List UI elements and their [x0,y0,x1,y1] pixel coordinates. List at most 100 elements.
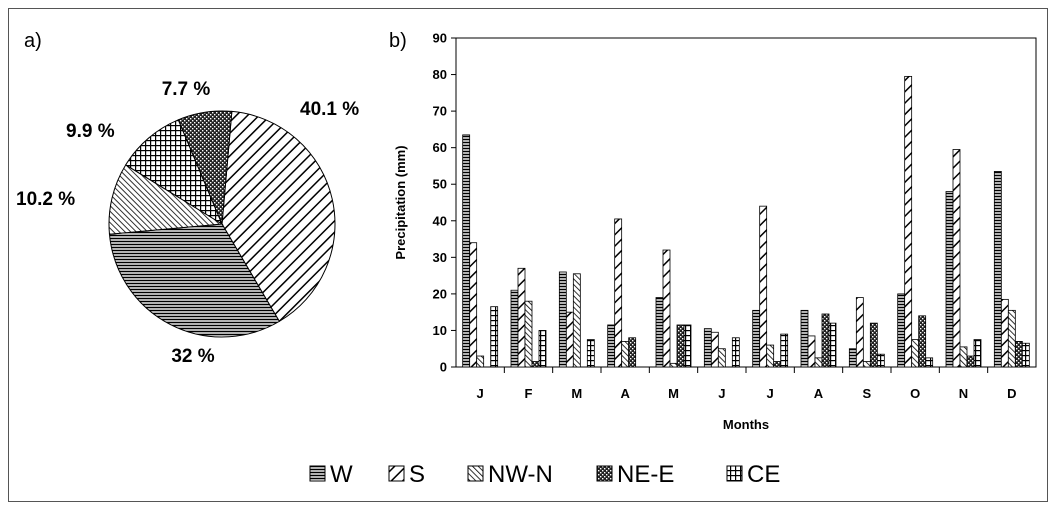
bar-w [993,171,1002,368]
legend-swatch-ne-e [596,465,613,482]
bar-nw-n [1007,309,1016,368]
bar-ne-e [869,322,878,368]
y-tick-label: 50 [433,177,447,192]
bar-s [565,311,574,368]
bar-s [614,218,623,368]
bar-ce [538,330,547,368]
bar-s [855,297,864,368]
bar-nw-n [814,357,823,368]
y-tick-label: 70 [433,104,447,119]
bar-w [607,324,616,368]
bar-ne-e [918,315,927,368]
bar-w [655,297,664,368]
legend-swatch-ce [726,465,743,482]
pie-slice-nw-n [108,164,224,235]
legend-swatch-w [309,465,326,482]
legend-label-s: S [409,461,425,488]
bar-w [752,309,761,368]
y-tick-label: 90 [433,31,447,46]
bar-chart: 0 10 20 30 40 50 60 70 80 90 J F M A M J J A S O N D Months Pre… [393,31,1037,432]
bar-ce [490,306,499,368]
bar-s [710,331,719,368]
bar-s [662,249,671,368]
pie-label-nw-n: 10.2 % [16,189,75,210]
pie-slice-ne-e [177,110,233,225]
bar-nw-n [476,355,485,368]
legend-label-ne-e: NE-E [617,461,674,488]
bar-s [469,242,478,368]
bar-s [904,75,913,368]
y-axis-title: Precipitation (mm) [393,145,408,259]
x-tick-label: M [571,386,582,401]
pie-label-s: 40.1 % [300,99,359,120]
legend-label-ce: CE [747,461,780,488]
panel-b-label: b) [389,30,407,52]
y-tick-label: 60 [433,140,447,155]
bar-nw-n [669,362,678,368]
bar-ce [683,324,692,368]
x-tick-label: J [718,386,725,401]
panel-a-label: a) [24,30,42,52]
bar-ne-e [821,313,830,368]
x-tick-label: J [477,386,484,401]
legend-label-nw-n: NW-N [488,461,553,488]
bar-w [558,271,567,368]
x-tick-label: J [767,386,774,401]
x-tick-label: M [668,386,679,401]
pie-chart: 40.1 % 32 % 10.2 % 9.9 % 7.7 % [16,79,359,367]
bar-ce [1021,342,1030,368]
bar-nw-n [717,348,726,368]
bar-w [945,191,954,368]
bar-s [952,149,961,368]
bar-ce [731,337,740,368]
bar-w [848,348,857,368]
y-tick-label: 20 [433,286,447,301]
x-tick-label: S [862,386,871,401]
bar-ne-e [628,337,637,368]
bar-w [510,289,519,368]
bar-ne-e [1014,341,1023,368]
bar-w [703,328,712,368]
pie-slice-s [221,110,336,323]
bar-nw-n [572,273,581,368]
pie-label-w: 32 % [171,346,214,367]
bar-nw-n [766,344,775,368]
bar-s [807,335,816,368]
bar-nw-n [911,339,920,368]
bar-s [759,205,768,368]
bar-s [1000,298,1009,368]
x-axis-title: Months [723,417,769,432]
x-tick-label: A [620,386,630,401]
bar-ce [586,339,595,368]
y-tick-label: 40 [433,213,447,228]
bar-ce [828,322,837,368]
x-tick-label: D [1007,386,1016,401]
y-tick-label: 0 [440,360,447,375]
y-tick-label: 80 [433,67,447,82]
x-tick-label: A [814,386,824,401]
bar-w [897,293,906,368]
bar-ce [876,353,885,368]
bar-ne-e [966,355,975,368]
bar-ne-e [531,361,540,368]
legend: W S NW-N NE-E CE [309,461,780,488]
bar-nw-n [524,300,533,368]
legend-swatch-s [388,465,405,482]
y-tick-label: 10 [433,323,447,338]
bar-nw-n [862,361,871,368]
bar-w [800,309,809,368]
pie-label-ne-e: 7.7 % [162,79,211,100]
bar-ne-e [676,324,685,368]
x-tick-label: O [910,386,920,401]
bar-nw-n [621,341,630,368]
pie-slice-w [108,223,281,338]
bar-s [517,267,526,368]
bar-ce [925,357,934,368]
legend-swatch-nw-n [467,465,484,482]
bar-ce [973,339,982,368]
y-tick-label: 30 [433,250,447,265]
x-tick-label: F [525,386,533,401]
bar-ce [780,333,789,368]
bar-ne-e [773,361,782,368]
